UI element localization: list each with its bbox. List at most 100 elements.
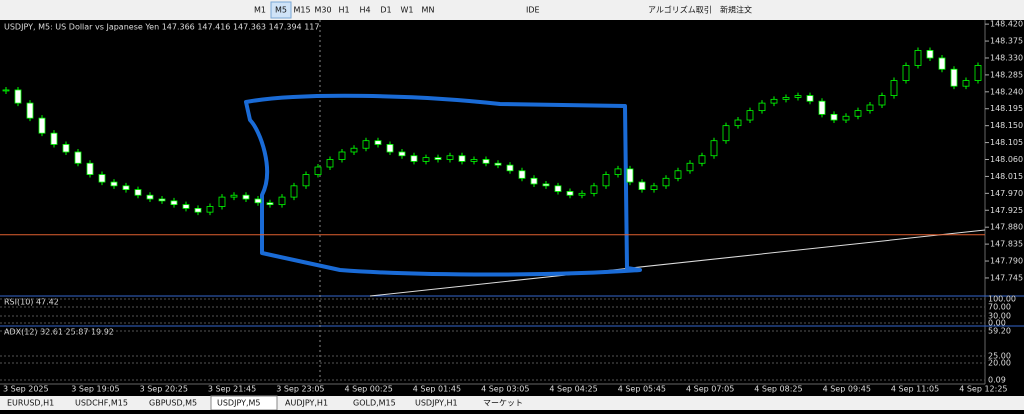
drawn-annotation (244, 93, 642, 277)
candle (974, 65, 982, 81)
y-tick-label: 148.420 (990, 20, 1023, 29)
y-tick-label: 147.745 (990, 273, 1023, 282)
candle (254, 198, 262, 204)
candle (146, 194, 154, 200)
y-tick-label: 148.375 (990, 37, 1023, 46)
timeframe-button[interactable]: MN (422, 6, 435, 15)
timeframe-button[interactable]: H1 (338, 6, 349, 15)
candle (662, 177, 670, 187)
candle (446, 155, 454, 160)
y-tick-label: 147.790 (990, 257, 1023, 266)
candle (182, 204, 190, 209)
x-tick-label: 4 Sep 11:05 (891, 385, 939, 394)
candle (434, 157, 442, 160)
tab[interactable]: GOLD,M15 (353, 399, 396, 408)
candle (158, 198, 166, 202)
candle (914, 50, 922, 66)
tab[interactable]: EURUSD,H1 (7, 399, 54, 408)
candle (86, 162, 94, 175)
candle (950, 68, 958, 87)
x-tick-label: 4 Sep 04:25 (549, 385, 597, 394)
timeframe-button[interactable]: D1 (380, 6, 391, 15)
rsi-header: RSI(10) 47.42 (4, 298, 59, 307)
candle (98, 174, 106, 183)
candle (74, 151, 82, 164)
candle (26, 102, 34, 119)
level-label: 30.00 (988, 312, 1011, 321)
tab[interactable]: マーケット (483, 399, 523, 408)
candle (482, 159, 490, 164)
candle (602, 174, 610, 187)
tab[interactable]: USDJPY,H1 (415, 399, 458, 408)
x-tick-label: 3 Sep 2025 (3, 385, 49, 394)
timeframe-button[interactable]: M15 (293, 6, 310, 15)
candle (926, 50, 934, 59)
candle (134, 189, 142, 196)
toolbar-button[interactable]: IDE (526, 6, 540, 15)
y-tick-label: 147.970 (990, 189, 1023, 198)
tab[interactable]: AUDJPY,H1 (285, 399, 328, 408)
timeframe-button[interactable]: W1 (401, 6, 414, 15)
toolbar-button[interactable]: 新規注文 (720, 5, 752, 15)
x-tick-label: 4 Sep 01:45 (413, 385, 461, 394)
tab[interactable]: GBPUSD,M5 (149, 399, 197, 408)
x-tick-label: 4 Sep 12:25 (959, 385, 1007, 394)
candle (938, 57, 946, 70)
candle (170, 200, 178, 206)
candle (470, 159, 478, 162)
y-tick-label: 147.835 (990, 240, 1023, 249)
candle (722, 125, 730, 142)
trendline[interactable] (369, 229, 986, 297)
candle (854, 110, 862, 117)
candle (566, 191, 574, 196)
level-label: 0.09 (988, 376, 1006, 385)
candle (386, 144, 394, 153)
candle (266, 202, 274, 206)
toolbar-button[interactable]: アルゴリズム取引 (648, 5, 712, 15)
candle (230, 194, 238, 198)
x-tick-label: 4 Sep 00:25 (345, 385, 393, 394)
candle (866, 104, 874, 112)
candle (506, 164, 514, 172)
y-tick-label: 148.150 (990, 121, 1023, 130)
candle (362, 140, 370, 149)
timeframe-button[interactable]: M30 (314, 6, 331, 15)
timeframe-button[interactable]: M5 (275, 6, 287, 15)
candle (194, 207, 202, 213)
tab[interactable]: USDJPY,M5 (217, 399, 261, 408)
tab[interactable]: USDCHF,M15 (75, 399, 128, 408)
candle (110, 181, 118, 187)
candle (122, 185, 130, 190)
level-label: 0.00 (988, 319, 1006, 328)
candle (14, 89, 22, 104)
candle (302, 174, 310, 187)
candle (962, 80, 970, 87)
candle (206, 206, 214, 213)
candle (410, 155, 418, 162)
level-label: 59.20 (988, 327, 1011, 336)
candle (698, 155, 706, 164)
candle (398, 151, 406, 157)
candle (278, 196, 286, 206)
candle (458, 155, 466, 162)
candle (554, 185, 562, 192)
candle (374, 140, 382, 145)
x-tick-label: 4 Sep 05:45 (618, 385, 666, 394)
candle (890, 80, 898, 96)
adx-header: ADX(12) 32.61 25.87 19.92 (4, 328, 114, 337)
timeframe-button[interactable]: M1 (254, 6, 266, 15)
candle (746, 110, 754, 121)
candle (650, 185, 658, 190)
candle (782, 97, 790, 100)
candle (542, 183, 550, 187)
x-tick-label: 3 Sep 19:05 (71, 385, 119, 394)
candle (818, 100, 826, 115)
candle (758, 102, 766, 112)
y-tick-label: 148.330 (990, 53, 1023, 62)
y-tick-label: 148.285 (990, 70, 1023, 79)
timeframe-button[interactable]: H4 (359, 6, 370, 15)
candle (626, 168, 634, 183)
candle (686, 162, 694, 172)
